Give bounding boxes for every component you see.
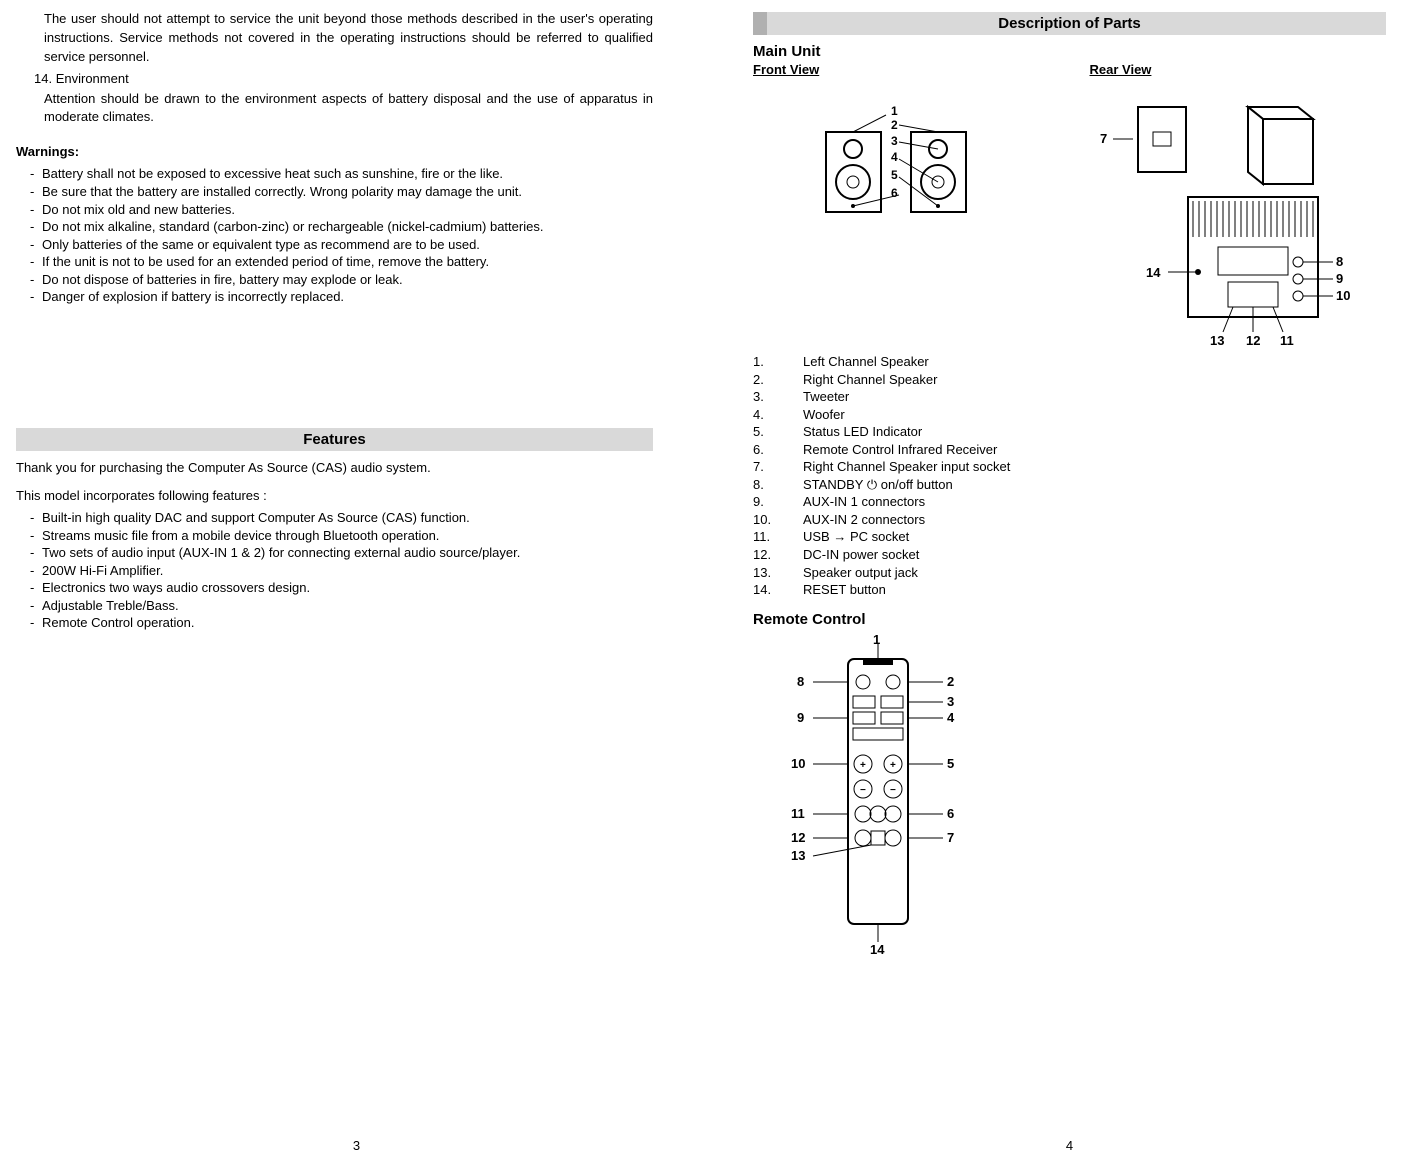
features-list: Built-in high quality DAC and support Co… bbox=[16, 509, 653, 632]
rear-view-diagram: 7 bbox=[1090, 97, 1387, 347]
list-item: Do not dispose of batteries in fire, bat… bbox=[30, 271, 653, 289]
svg-text:−: − bbox=[890, 785, 896, 796]
svg-text:+: + bbox=[860, 760, 866, 771]
parts-heading: Description of Parts bbox=[753, 12, 1386, 35]
callout: 2 bbox=[947, 674, 954, 689]
list-item: 11.USB → PC socket bbox=[753, 528, 1386, 546]
callout: 8 bbox=[797, 674, 804, 689]
list-item: 9.AUX-IN 1 connectors bbox=[753, 493, 1386, 511]
rear-view-label: Rear View bbox=[1090, 62, 1387, 77]
views-row: Front View bbox=[753, 62, 1386, 347]
list-item: 5.Status LED Indicator bbox=[753, 423, 1386, 441]
item-14-number: 14. bbox=[34, 71, 52, 86]
list-item: Streams music file from a mobile device … bbox=[30, 527, 653, 545]
remote-diagram: 1 + + − − bbox=[753, 634, 1386, 957]
callout: 5 bbox=[891, 168, 898, 182]
list-item: Remote Control operation. bbox=[30, 614, 653, 632]
callout: 9 bbox=[1336, 271, 1343, 286]
features-heading: Features bbox=[16, 428, 653, 451]
callout: 3 bbox=[947, 694, 954, 709]
callout: 1 bbox=[891, 104, 898, 118]
list-item: 13.Speaker output jack bbox=[753, 564, 1386, 582]
callout: 4 bbox=[947, 710, 955, 725]
page-number-left: 3 bbox=[0, 1138, 713, 1153]
remote-heading: Remote Control bbox=[753, 611, 1386, 628]
item-14: 14. Environment bbox=[16, 71, 653, 86]
list-item: 4.Woofer bbox=[753, 406, 1386, 424]
front-view-diagram: 1 2 3 4 5 6 bbox=[753, 97, 1050, 237]
callout: 8 bbox=[1336, 254, 1343, 269]
callout: 7 bbox=[1100, 131, 1107, 146]
list-item: 200W Hi-Fi Amplifier. bbox=[30, 562, 653, 580]
list-item: Adjustable Treble/Bass. bbox=[30, 597, 653, 615]
features-intro: Thank you for purchasing the Computer As… bbox=[16, 459, 653, 477]
list-item: 10.AUX-IN 2 connectors bbox=[753, 511, 1386, 529]
servicing-text: The user should not attempt to service t… bbox=[44, 10, 653, 67]
svg-text:−: − bbox=[860, 785, 866, 796]
callout: 13 bbox=[1210, 333, 1224, 347]
warnings-list: Battery shall not be exposed to excessiv… bbox=[16, 165, 653, 305]
list-item: 3.Tweeter bbox=[753, 388, 1386, 406]
list-item: Battery shall not be exposed to excessiv… bbox=[30, 165, 653, 183]
list-item: 6.Remote Control Infrared Receiver bbox=[753, 441, 1386, 459]
callout: 12 bbox=[791, 830, 805, 845]
callout: 9 bbox=[797, 710, 804, 725]
item-14-body-wrap: Attention should be drawn to the environ… bbox=[16, 90, 653, 128]
callout: 4 bbox=[891, 150, 898, 164]
front-view-label: Front View bbox=[753, 62, 1050, 77]
callout: 5 bbox=[947, 756, 954, 771]
callout: 7 bbox=[947, 830, 954, 845]
list-item: Only batteries of the same or equivalent… bbox=[30, 236, 653, 254]
list-item: 12.DC-IN power socket bbox=[753, 546, 1386, 564]
list-item: 1.Left Channel Speaker bbox=[753, 353, 1386, 371]
list-item: If the unit is not to be used for an ext… bbox=[30, 253, 653, 271]
list-item: Two sets of audio input (AUX-IN 1 & 2) f… bbox=[30, 544, 653, 562]
callout: 2 bbox=[891, 118, 898, 132]
warnings-heading: Warnings: bbox=[16, 143, 653, 161]
svg-text:+: + bbox=[890, 760, 896, 771]
callout: 14 bbox=[870, 942, 885, 954]
callout: 3 bbox=[891, 134, 898, 148]
list-item: 7.Right Channel Speaker input socket bbox=[753, 458, 1386, 476]
callout: 6 bbox=[891, 186, 898, 200]
callout: 13 bbox=[791, 848, 805, 863]
main-unit-heading: Main Unit bbox=[753, 43, 1386, 60]
page-4: Description of Parts Main Unit Front Vie… bbox=[713, 0, 1426, 1167]
page-number-right: 4 bbox=[713, 1138, 1426, 1153]
item-14-body: Attention should be drawn to the environ… bbox=[44, 90, 653, 128]
parts-numbered-list: 1.Left Channel Speaker 2.Right Channel S… bbox=[753, 353, 1386, 599]
item-14-title: Environment bbox=[56, 71, 129, 86]
callout: 11 bbox=[791, 806, 805, 821]
callout: 10 bbox=[1336, 288, 1350, 303]
page-3: The user should not attempt to service t… bbox=[0, 0, 713, 1167]
list-item: Danger of explosion if battery is incorr… bbox=[30, 288, 653, 306]
list-item: Built-in high quality DAC and support Co… bbox=[30, 509, 653, 527]
list-item: Electronics two ways audio crossovers de… bbox=[30, 579, 653, 597]
callout: 1 bbox=[873, 634, 880, 647]
callout: 11 bbox=[1280, 333, 1294, 347]
list-item: Do not mix alkaline, standard (carbon-zi… bbox=[30, 218, 653, 236]
servicing-paragraph: The user should not attempt to service t… bbox=[16, 10, 653, 67]
list-item: 2.Right Channel Speaker bbox=[753, 371, 1386, 389]
callout: 14 bbox=[1146, 265, 1161, 280]
list-item: Do not mix old and new batteries. bbox=[30, 201, 653, 219]
list-item: Be sure that the battery are installed c… bbox=[30, 183, 653, 201]
callout: 6 bbox=[947, 806, 954, 821]
features-lead: This model incorporates following featur… bbox=[16, 487, 653, 505]
callout: 10 bbox=[791, 756, 805, 771]
list-item: 14.RESET button bbox=[753, 581, 1386, 599]
callout: 12 bbox=[1246, 333, 1260, 347]
list-item: 8.STANDBY ⏻ on/off button bbox=[753, 476, 1386, 494]
